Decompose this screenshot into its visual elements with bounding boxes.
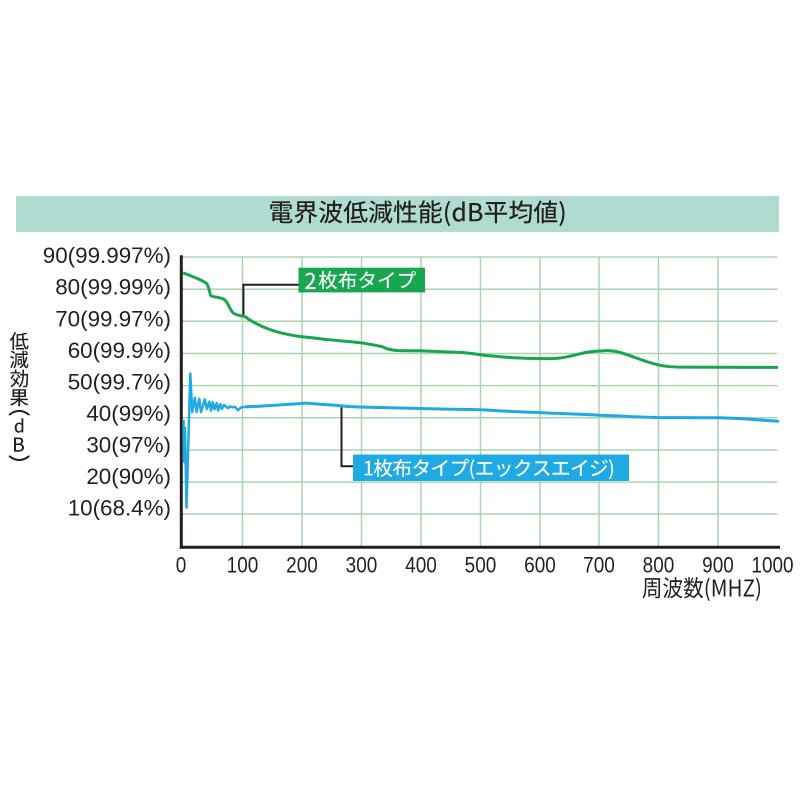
svg-text:30(97%): 30(97%) bbox=[86, 433, 171, 458]
svg-text:40(99%): 40(99%) bbox=[86, 401, 171, 426]
svg-text:60(99.9%): 60(99.9%) bbox=[68, 338, 171, 363]
svg-text:700: 700 bbox=[583, 553, 615, 578]
svg-text:400: 400 bbox=[405, 553, 437, 578]
svg-text:900: 900 bbox=[702, 553, 734, 578]
svg-text:1000: 1000 bbox=[751, 553, 793, 578]
svg-text:100: 100 bbox=[227, 553, 259, 578]
svg-text:20(90%): 20(90%) bbox=[86, 464, 171, 489]
svg-text:800: 800 bbox=[643, 553, 675, 578]
svg-text:50(99.7%): 50(99.7%) bbox=[68, 369, 171, 394]
svg-text:90(99.997%): 90(99.997%) bbox=[43, 243, 171, 268]
svg-text:70(99.97%): 70(99.97%) bbox=[55, 306, 171, 331]
svg-text:600: 600 bbox=[524, 553, 556, 578]
svg-text:10(68.4%): 10(68.4%) bbox=[68, 496, 171, 521]
svg-text:200: 200 bbox=[286, 553, 318, 578]
svg-text:80(99.99%): 80(99.99%) bbox=[55, 275, 171, 300]
svg-text:300: 300 bbox=[346, 553, 378, 578]
svg-text:0: 0 bbox=[176, 553, 187, 578]
svg-text:500: 500 bbox=[465, 553, 497, 578]
